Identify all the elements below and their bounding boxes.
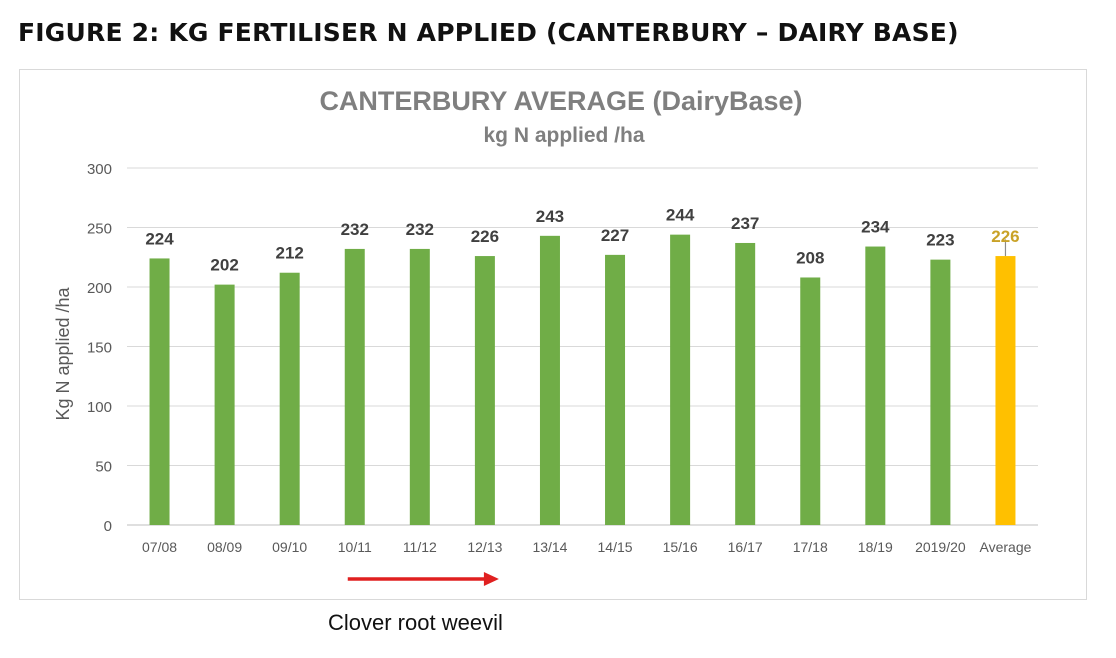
x-tick-label: 08/09 <box>207 539 242 555</box>
data-label: 212 <box>275 244 303 263</box>
bar <box>930 259 951 525</box>
data-label: 226 <box>471 227 499 246</box>
bars <box>149 234 1016 526</box>
bar <box>474 256 495 525</box>
y-tick-label: 300 <box>87 161 112 178</box>
x-tick-label: Average <box>980 539 1032 555</box>
x-tick-label: 16/17 <box>728 539 763 555</box>
annotation-clover-root-weevil: Clover root weevil <box>328 610 503 635</box>
data-label: 223 <box>926 231 954 250</box>
bar <box>605 254 626 525</box>
data-label: 237 <box>731 214 759 233</box>
y-tick-label: 200 <box>87 280 112 297</box>
y-tick-label: 0 <box>104 518 112 535</box>
data-labels: 224 202 212 232 232 226 243 227 244 237 208 234 223 2… <box>145 206 1019 275</box>
y-tick-labels: 0 50 100 150 200 250 300 <box>87 161 112 535</box>
y-tick-label: 50 <box>95 459 112 476</box>
chart-frame: CANTERBURY AVERAGE (DairyBase) kg N appl… <box>19 69 1087 600</box>
y-axis-label: Kg N applied /ha <box>53 286 73 420</box>
x-tick-label: 07/08 <box>142 539 177 555</box>
data-label: 232 <box>406 220 434 239</box>
bar-average <box>995 256 1016 525</box>
data-label: 243 <box>536 207 564 226</box>
data-label: 224 <box>145 229 174 248</box>
bar <box>539 235 560 525</box>
x-tick-label: 10/11 <box>338 539 372 555</box>
x-tick-label: 09/10 <box>272 539 307 555</box>
data-label: 226 <box>991 227 1019 246</box>
data-label: 202 <box>210 256 238 275</box>
data-label: 244 <box>666 206 695 225</box>
bar <box>865 246 886 526</box>
bar <box>800 277 821 525</box>
bar <box>670 234 691 525</box>
bar <box>344 248 365 526</box>
x-tick-label: 15/16 <box>663 539 698 555</box>
x-tick-label: 18/19 <box>858 539 893 555</box>
data-label: 227 <box>601 226 629 245</box>
chart-title: CANTERBURY AVERAGE (DairyBase) <box>319 86 802 116</box>
y-tick-label: 250 <box>87 221 112 238</box>
gridlines <box>127 167 1038 526</box>
bar <box>279 272 300 525</box>
clover-root-weevil-arrow <box>347 572 499 586</box>
y-tick-label: 150 <box>87 340 112 357</box>
chart-subtitle: kg N applied /ha <box>483 124 644 147</box>
x-tick-label: 17/18 <box>793 539 828 555</box>
bar <box>149 258 170 525</box>
x-tick-label: 13/14 <box>532 539 567 555</box>
bar-chart: CANTERBURY AVERAGE (DairyBase) kg N appl… <box>53 86 1038 586</box>
arrow-head <box>483 572 499 586</box>
bar <box>214 284 235 525</box>
data-label: 208 <box>796 248 824 267</box>
data-label: 232 <box>341 220 369 239</box>
data-label: 234 <box>861 218 890 237</box>
x-tick-labels: 07/08 08/09 09/10 10/11 11/12 12/13 13/14 14/15… <box>142 539 1032 555</box>
x-tick-label: 2019/20 <box>915 539 966 555</box>
figure-heading: FIGURE 2: KG FERTILISER N APPLIED (CANTE… <box>18 18 959 47</box>
x-tick-label: 14/15 <box>598 539 633 555</box>
y-tick-label: 100 <box>87 399 112 416</box>
bar <box>735 242 756 525</box>
bar <box>409 248 430 526</box>
x-tick-label: 11/12 <box>403 539 437 555</box>
x-tick-label: 12/13 <box>467 539 502 555</box>
